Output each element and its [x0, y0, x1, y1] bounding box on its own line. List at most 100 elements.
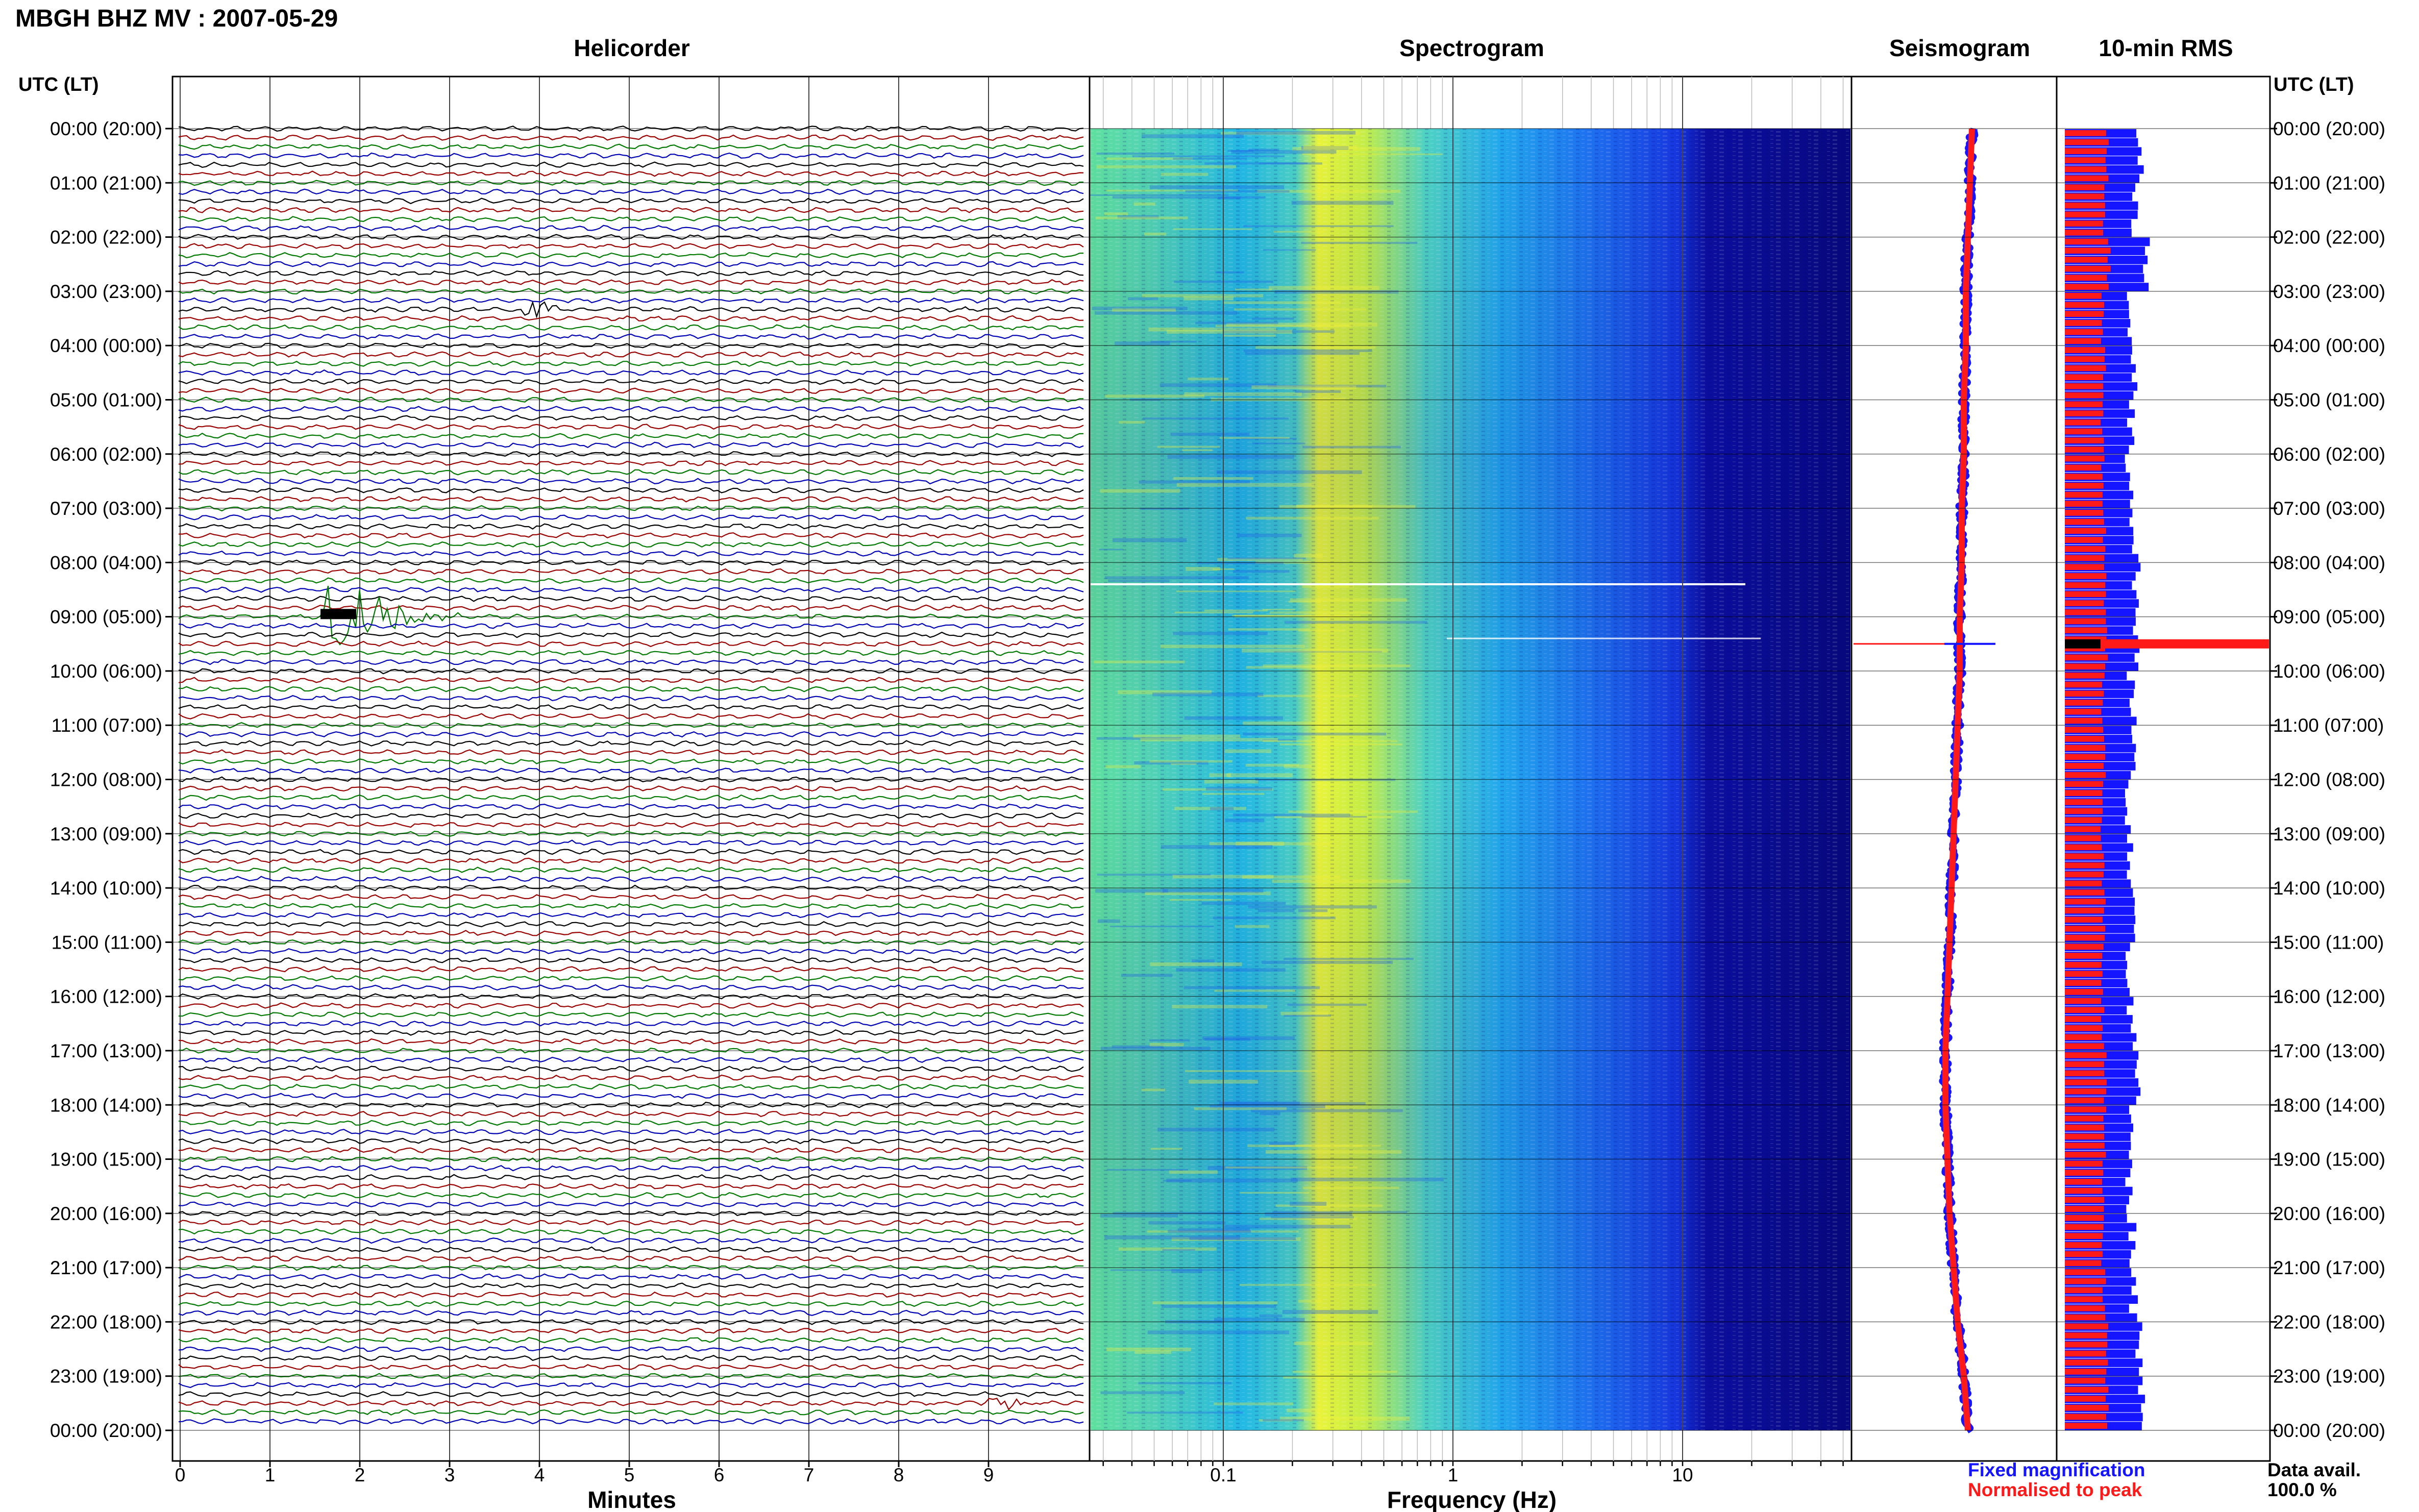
rms-normalised-bar	[2065, 202, 2105, 209]
spectrogram-streak	[1226, 773, 1293, 777]
spectrogram-streak	[1298, 909, 1328, 912]
rms-normalised-bar	[2065, 175, 2109, 182]
spectrogram-streak	[1218, 196, 1241, 200]
rms-normalised-bar	[2065, 1296, 2103, 1302]
helicorder-trace	[179, 532, 1084, 539]
left-hour-label: 23:00 (19:00)	[50, 1366, 162, 1387]
left-hour-label: 04:00 (00:00)	[50, 335, 162, 356]
spectrogram-streak	[1241, 438, 1297, 440]
spectrogram-streak	[1262, 739, 1297, 741]
spectrogram-streak	[1243, 721, 1323, 725]
right-hour-label: 03:00 (23:00)	[2273, 281, 2385, 302]
spectrogram-streak	[1207, 1166, 1307, 1170]
helicorder-trace	[178, 424, 1084, 430]
helicorder-trace	[178, 1354, 1084, 1361]
helicorder-trace	[178, 966, 1084, 973]
spectrogram-streak	[1176, 968, 1286, 972]
spectrogram-streak	[1152, 1301, 1278, 1304]
spectrogram-streak	[1303, 145, 1357, 150]
right-hour-label: 21:00 (17:00)	[2273, 1257, 2385, 1278]
rms-normalised-bar	[2065, 130, 2106, 136]
spectrogram-streak	[1259, 162, 1308, 164]
helicorder-trace	[178, 126, 1084, 132]
spectrogram-streak	[1240, 1283, 1376, 1286]
helicorder-trace	[178, 677, 1084, 683]
spectrogram-streak	[1163, 1180, 1192, 1182]
spectrogram-streak	[1225, 749, 1271, 753]
helicorder-xtick-label: 2	[355, 1465, 365, 1485]
helicorder-trace	[178, 216, 1084, 222]
left-hour-label: 05:00 (01:00)	[50, 389, 162, 410]
spectrogram-streak	[1235, 288, 1272, 290]
rms-normalised-bar	[2065, 880, 2102, 887]
spectrogram-streak	[1100, 1213, 1178, 1218]
rms-normalised-bar	[2065, 1097, 2104, 1104]
rms-normalised-bar	[2065, 754, 2106, 760]
spectrogram-streak	[1163, 888, 1264, 893]
spectrogram-streak	[1096, 152, 1175, 155]
spectrogram-streak	[1162, 1249, 1195, 1251]
rms-normalised-bar	[2065, 166, 2107, 172]
helicorder-trace	[178, 686, 1084, 692]
data-avail-value: 100.0 %	[2267, 1479, 2337, 1500]
helicorder-trace	[178, 1418, 1084, 1425]
spectrogram-streak	[1298, 630, 1346, 632]
helicorder-trace	[178, 822, 1084, 828]
rms-normalised-bar	[2065, 1070, 2105, 1077]
helicorder-trace	[178, 1309, 1084, 1317]
spectrogram-streak	[1294, 554, 1323, 558]
spectrogram-streak	[1259, 1419, 1293, 1422]
spectrogram-streak	[1222, 301, 1341, 304]
spectrogram-title: Spectrogram	[1399, 35, 1544, 61]
spectrogram-streak	[1223, 330, 1335, 333]
left-hour-label: 00:00 (20:00)	[50, 1420, 162, 1441]
left-hour-label: 15:00 (11:00)	[52, 932, 162, 953]
spectrogram-streak	[1112, 1045, 1164, 1048]
spectrogram-streak	[1298, 1300, 1322, 1303]
helicorder-trace	[178, 1120, 1084, 1126]
rms-normalised-bar	[2065, 1242, 2102, 1248]
rms-normalised-bar	[2065, 229, 2104, 236]
spectrogram-streak	[1162, 1305, 1276, 1308]
rms-normalised-bar	[2065, 1368, 2107, 1375]
spectrogram-streak	[1182, 449, 1213, 451]
seismogram-panel	[1850, 76, 2058, 1462]
rms-normalised-bar	[2065, 627, 2107, 634]
spectrogram-streak	[1097, 874, 1211, 876]
spectrogram-streak	[1290, 598, 1408, 602]
rms-normalised-bar	[2065, 1314, 2106, 1321]
rms-normalised-bar	[2065, 401, 2103, 408]
spectrogram-streak	[1221, 132, 1360, 135]
legend-normalised: Normalised to peak	[1968, 1479, 2142, 1500]
rms-normalised-bar	[2065, 491, 2103, 498]
rms-normalised-bar	[2065, 1007, 2105, 1013]
spectrogram-streak	[1161, 172, 1208, 176]
spectrogram-streak	[1285, 621, 1427, 624]
spectrogram-streak	[1092, 306, 1188, 310]
rms-normalised-bar	[2065, 437, 2104, 444]
spectrogram-streak	[1227, 150, 1253, 152]
left-hour-label: 08:00 (04:00)	[50, 552, 162, 573]
spectrogram-streak	[1233, 813, 1350, 816]
spectrogram-streak	[1213, 916, 1336, 920]
spectrogram-streak	[1185, 190, 1290, 193]
right-hour-label: 05:00 (01:00)	[2273, 389, 2385, 410]
spectrogram-streak	[1274, 651, 1382, 653]
spectrogram-streak	[1112, 538, 1187, 542]
rms-normalised-bar	[2065, 672, 2105, 679]
spectrogram-streak	[1149, 760, 1232, 763]
helicorder-trace	[178, 478, 1084, 485]
helicorder-trace	[178, 749, 1084, 756]
spectrogram-streak	[1186, 567, 1220, 571]
spectrogram-streak	[1283, 958, 1414, 960]
helicorder-trace	[178, 975, 1084, 982]
rms-normalised-bar	[2065, 898, 2106, 905]
spectrogram-streak	[1112, 308, 1176, 312]
spectrogram-streak	[1217, 558, 1303, 561]
spectrogram-streak	[1192, 959, 1215, 963]
spectrogram-panel: 0.1 1 10	[1089, 76, 1853, 1485]
helicorder-trace	[178, 921, 1084, 928]
helicorder-trace	[178, 1201, 1084, 1207]
helicorder-trace	[178, 1328, 1084, 1334]
helicorder-trace	[178, 957, 1084, 963]
